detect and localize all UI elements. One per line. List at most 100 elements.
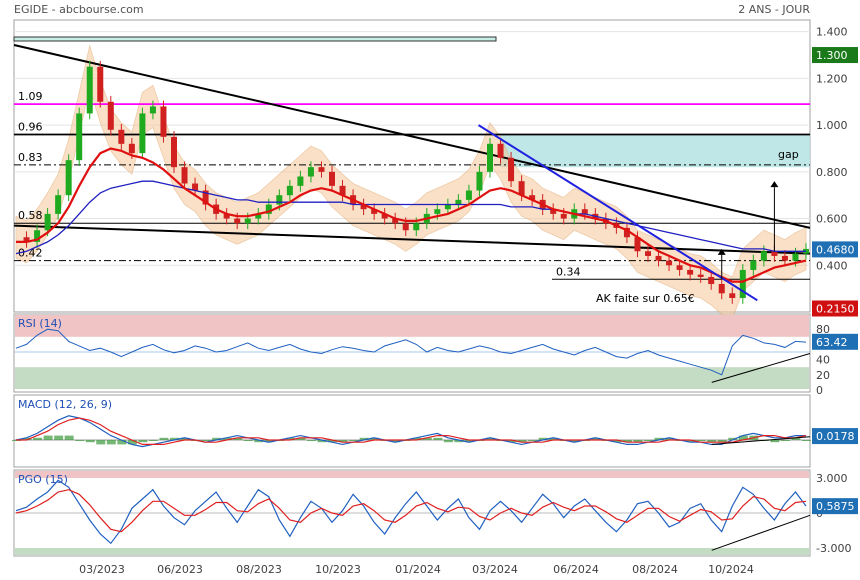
pgo-bottom-zone <box>15 548 809 555</box>
macd-histogram-bar <box>517 440 527 443</box>
candle-body <box>34 230 41 242</box>
candle-body <box>86 66 93 114</box>
macd-histogram-bar <box>201 440 211 441</box>
macd-histogram-bar <box>243 440 253 441</box>
rsi-badge-bg <box>812 333 858 350</box>
macd-histogram-bar <box>507 440 517 443</box>
price-badge-last: 0.4680 <box>816 243 855 256</box>
candle-body <box>476 171 483 191</box>
fib-label: 0.83 <box>18 151 43 164</box>
macd-histogram-bar <box>212 437 222 440</box>
price-badge-high: 1.300 <box>816 49 848 62</box>
macd-histogram-bar <box>538 437 548 440</box>
macd-trendline <box>711 436 811 445</box>
macd-histogram-bar <box>359 437 369 440</box>
price-layer: 1.09 0.96 0.83 0.58 0.42 0.34 gap AK faite sur … <box>13 31 811 320</box>
candle-body <box>160 106 167 137</box>
down-trendline <box>13 44 811 229</box>
macd-histogram-bar <box>612 440 622 443</box>
macd-histogram-bar <box>43 435 53 440</box>
x-tick-label: 06/2023 <box>157 563 203 576</box>
macd-histogram-bar <box>138 440 148 443</box>
macd-histogram-bar <box>170 437 179 440</box>
pgo-top-zone <box>15 471 809 478</box>
fib-label: 0.96 <box>18 120 43 133</box>
candle-body <box>771 251 778 256</box>
macd-histogram-bar <box>686 440 696 443</box>
macd-histogram-bar <box>738 435 748 440</box>
macd-histogram-bar <box>264 440 274 443</box>
gap-zone <box>500 134 810 168</box>
candle-body <box>634 237 641 252</box>
macd-histogram-bar <box>770 440 780 443</box>
macd-histogram-bar <box>486 437 495 440</box>
candle-body <box>223 213 230 219</box>
chart-title: EGIDE - abcbourse.com <box>14 3 144 16</box>
price-badge-low-bg <box>812 300 858 317</box>
macd-histogram-bar <box>780 440 790 441</box>
macd-histogram-bar <box>33 437 43 440</box>
candle-body <box>487 143 493 172</box>
axes-layer: 1.4001.2001.0000.8000.6000.4008060402000… <box>79 26 858 576</box>
candle-body <box>792 253 799 261</box>
macd-histogram-bar <box>54 435 64 440</box>
macd-title: MACD (12, 26, 9) <box>18 398 112 411</box>
candle-body <box>55 195 62 214</box>
candle-body <box>297 176 304 186</box>
candle-body <box>255 213 262 219</box>
x-tick-label: 10/2023 <box>315 563 361 576</box>
candle-body <box>265 204 272 214</box>
macd-histogram-bar <box>317 440 327 443</box>
rsi-layer: RSI (14) <box>14 315 811 389</box>
fib-label: 0.58 <box>18 209 43 222</box>
macd-histogram-bar <box>696 440 706 441</box>
macd-histogram-bar <box>549 437 559 440</box>
rsi-y-tick: 0 <box>816 384 823 397</box>
candle-body <box>760 251 767 261</box>
bollinger-band <box>15 44 807 320</box>
macd-histogram-bar <box>106 440 116 445</box>
mm40-line <box>16 147 807 283</box>
macd-histogram-bar <box>717 440 727 443</box>
candle-body <box>666 260 673 266</box>
macd-histogram-bar <box>349 440 359 441</box>
pgo-layer: PGO (15) <box>14 471 811 555</box>
macd-histogram-bar <box>75 440 85 441</box>
rsi-line <box>15 328 807 376</box>
x-tick-label: 03/2023 <box>79 563 125 576</box>
candle-body <box>128 143 135 154</box>
macd-histogram-bar <box>633 440 643 443</box>
candle-body <box>645 251 651 256</box>
blue-trendline <box>478 124 758 302</box>
price-y-tick: 0.800 <box>816 166 848 179</box>
candle-body <box>560 213 567 219</box>
candle-body <box>381 213 388 219</box>
macd-histogram-bar <box>443 440 453 443</box>
candle-body <box>65 160 72 196</box>
candle-body <box>518 181 525 196</box>
macd-histogram-bar <box>222 437 232 440</box>
rsi-oversold-zone <box>15 367 809 389</box>
candle-body <box>402 223 409 231</box>
gap-annotation: gap <box>778 148 799 161</box>
macd-histogram-bar <box>464 440 474 443</box>
macd-layer: MACD (12, 26, 9) <box>12 398 811 448</box>
candle-body <box>550 209 557 214</box>
candle-body <box>234 218 241 224</box>
rsi-y-tick: 40 <box>816 354 830 367</box>
macd-histogram-bar <box>454 440 464 443</box>
pgo-badge-bg <box>812 498 858 515</box>
candle-body <box>192 183 199 191</box>
candle-body <box>718 283 725 294</box>
candle-body <box>23 237 30 242</box>
macd-histogram-bar <box>570 440 580 443</box>
candle-body <box>581 209 588 214</box>
macd-histogram-bar <box>285 437 295 440</box>
candle-body <box>729 293 736 298</box>
candle-body <box>171 136 177 168</box>
x-tick-label: 06/2024 <box>553 563 599 576</box>
candle-body <box>307 167 314 177</box>
price-badge-high-bg <box>812 47 858 64</box>
macd-histogram-bar <box>180 437 190 440</box>
